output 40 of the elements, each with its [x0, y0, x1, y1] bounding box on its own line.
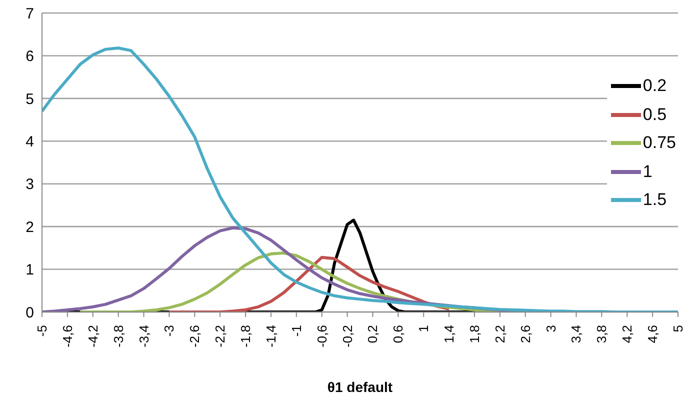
x-tick-label: 1,8: [466, 325, 482, 344]
x-tick-label: -2,6: [187, 325, 202, 348]
x-tick-label: 3,8: [594, 325, 610, 344]
x-tick-label: -3: [162, 325, 177, 337]
x-tick-label: 5: [670, 325, 686, 332]
legend-label: 0.5: [642, 104, 667, 125]
y-tick-label: 5: [26, 90, 34, 108]
x-tick-label: -0,2: [340, 325, 355, 348]
x-tick-label: -1,8: [238, 325, 254, 348]
legend-label: 1: [642, 162, 652, 182]
x-tick-label: -2,2: [212, 325, 228, 348]
x-tick-label: 3: [543, 325, 558, 332]
y-tick-label: 4: [26, 133, 34, 150]
y-tick-label: 2: [26, 218, 34, 236]
x-tick-label: 1,4: [442, 325, 457, 344]
x-tick-label: -4,6: [60, 325, 75, 348]
x-tick-label: 4,2: [620, 325, 635, 344]
x-tick-label: 2,6: [518, 325, 533, 344]
x-tick-label: -0,6: [314, 325, 330, 348]
x-tick-label: 4,6: [645, 325, 660, 344]
x-tick-label: -1: [288, 325, 304, 337]
x-tick-label: -4,2: [85, 325, 100, 348]
legend-label: 0.2: [642, 76, 667, 96]
legend-label: 0.75: [642, 133, 676, 154]
x-tick-label: -3,4: [136, 325, 152, 348]
x-tick-label: 2,2: [492, 325, 508, 344]
x-tick-label: 3,4: [568, 325, 584, 344]
x-tick-label: -1,4: [263, 325, 278, 348]
y-tick-label: 7: [26, 5, 34, 22]
y-tick-label: 1: [26, 262, 34, 279]
y-tick-label: 3: [26, 176, 34, 194]
y-tick-label: 0: [26, 304, 34, 322]
legend-label: 1.5: [642, 190, 667, 210]
x-tick-label: 1: [416, 325, 432, 332]
x-tick-label: -5: [34, 325, 50, 337]
x-tick-label: 0,2: [365, 325, 380, 344]
x-tick-label: 0,6: [390, 325, 406, 344]
x-tick-label: -3,8: [110, 325, 126, 348]
x-axis-title: θ1 default: [327, 379, 393, 395]
y-tick-label: 6: [26, 48, 34, 66]
